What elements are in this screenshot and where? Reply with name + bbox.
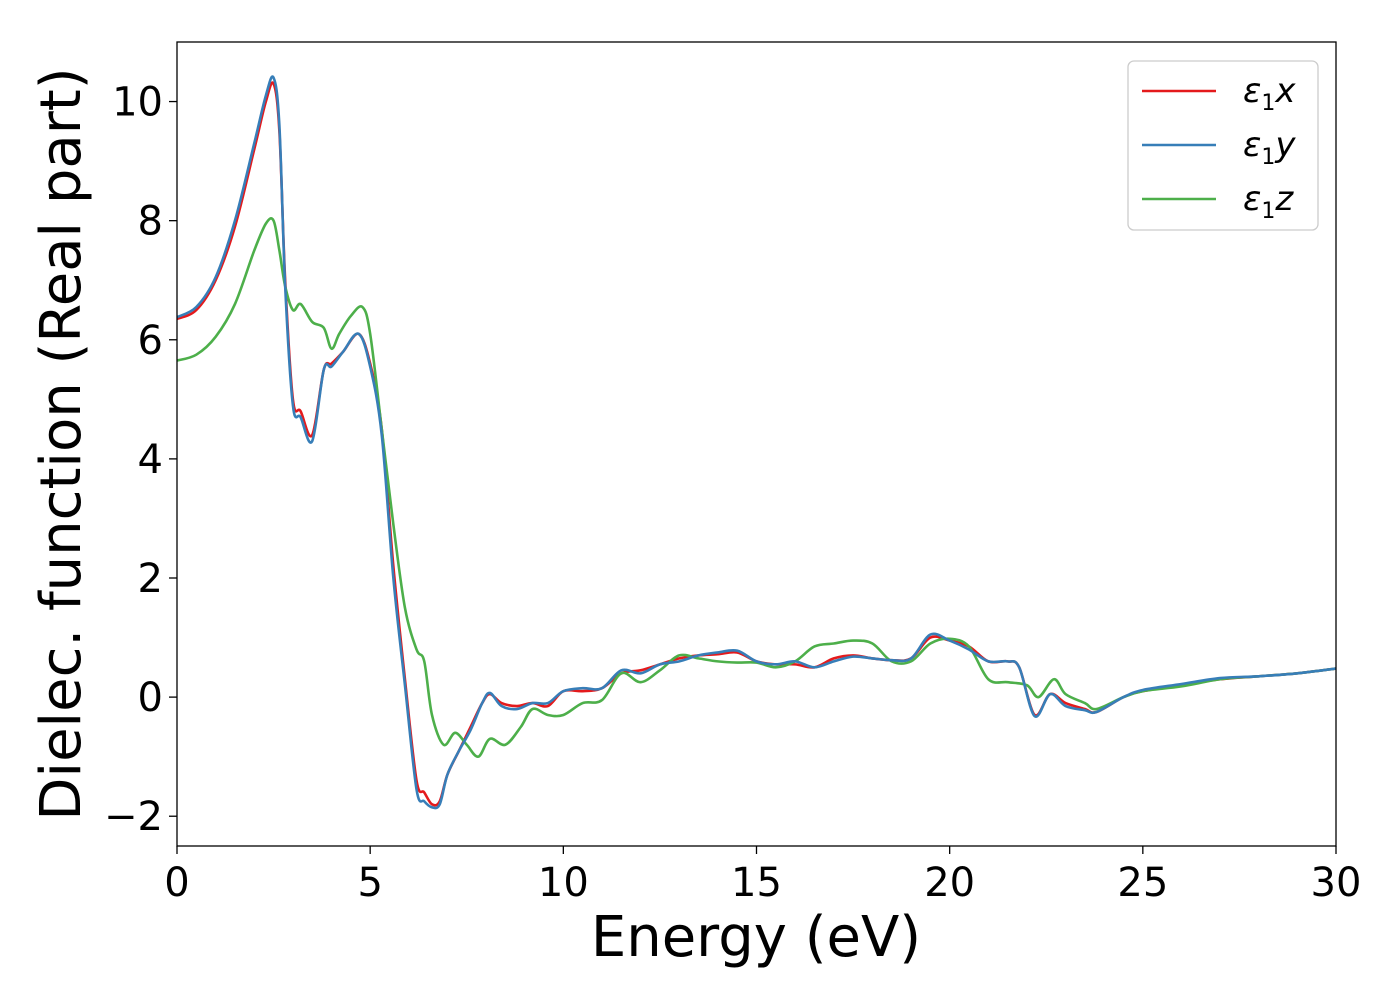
y-tick-label: 6 [138,318,163,364]
legend-label-x: ε1x [1243,71,1296,116]
legend-label-y: ε1y [1243,125,1296,170]
x-tick-label: 0 [164,860,189,906]
y-tick-label: 10 [112,80,163,126]
x-tick-label: 25 [1117,860,1168,906]
x-tick-label: 15 [731,860,782,906]
series-layer [177,75,1336,810]
x-tick-label: 10 [538,860,589,906]
y-tick-label: 8 [138,199,163,245]
legend-label-z: ε1z [1243,179,1294,224]
x-axis-label: Energy (eV) [591,905,921,970]
y-tick-label: 0 [138,675,163,721]
legend-box [1127,60,1319,231]
y-axis-label: Dielec. function (Real part) [29,67,94,820]
x-axis-ticks: 0 5 10 15 20 25 30 [164,846,1361,906]
y-tick-label: 2 [138,556,163,602]
y-tick-label: −2 [104,794,163,840]
x-tick-label: 20 [924,860,975,906]
y-tick-label: 4 [138,437,163,483]
legend: ε1x ε1y ε1z [1127,60,1319,231]
series-line-z [177,217,1336,758]
y-axis-ticks: −2 0 2 4 6 8 10 [104,80,177,840]
series-line-y [177,75,1336,810]
x-tick-label: 5 [357,860,382,906]
x-tick-label: 30 [1311,860,1362,906]
